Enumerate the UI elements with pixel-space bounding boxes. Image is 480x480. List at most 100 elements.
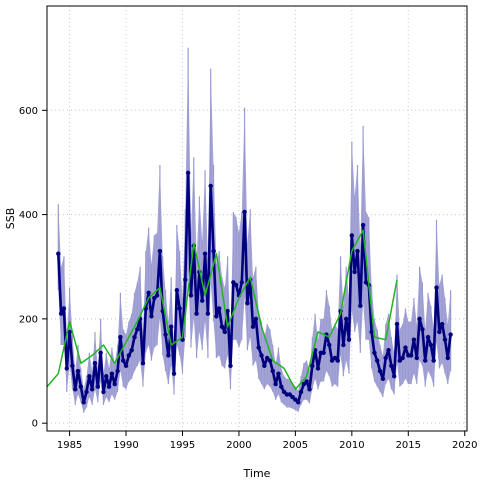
ssb-main-point <box>216 306 222 311</box>
ssb-main-point <box>307 387 312 392</box>
ssb-main-point <box>239 280 244 285</box>
ssb-main-point <box>369 329 374 335</box>
ssb-main-point <box>112 381 117 387</box>
ssb-main-point <box>417 316 422 322</box>
ssb-main-point <box>140 361 146 366</box>
x-tick-label-2015: 2015 <box>396 440 421 451</box>
ssb-main-point <box>104 374 109 379</box>
ssb-main-point <box>200 298 205 303</box>
ssb-main-point <box>81 400 86 405</box>
ssb-main-point <box>349 233 355 238</box>
y-axis-label: SSB <box>4 208 17 230</box>
ssb-main-point <box>439 321 445 327</box>
ssb-main-point <box>231 280 236 285</box>
ssb-main-point <box>448 332 453 337</box>
ssb-main-point <box>445 355 451 361</box>
ssb-main-point <box>332 355 338 361</box>
ssb-main-point <box>98 350 103 355</box>
ssb-main-point <box>185 170 191 176</box>
ssb-main-point <box>414 355 419 361</box>
ssb-main-point <box>397 358 403 363</box>
ssb-main-point <box>171 371 177 376</box>
ssb-main-point <box>408 353 414 358</box>
ssb-main-point <box>78 384 84 389</box>
x-axis-label: Time <box>243 467 271 480</box>
ssb-main-point <box>157 248 163 254</box>
ssb-main-point <box>225 308 230 314</box>
ssb-main-point <box>341 342 346 348</box>
ssb-main-point <box>123 363 129 369</box>
ssb-main-point <box>360 222 366 228</box>
ssb-main-point <box>194 311 199 316</box>
ssb-main-point <box>233 282 239 288</box>
axes: 1985 1990 1995 2000 2005 2010 2015 2020 0 200 400 6… <box>19 106 478 451</box>
ssb-main-point <box>202 251 208 256</box>
ssb-main-point <box>270 368 276 374</box>
ssb-main-point <box>115 368 120 374</box>
ssb-main-point <box>273 381 278 387</box>
ssb-main-point <box>222 329 228 335</box>
ssb-main-point <box>89 387 95 392</box>
ssb-main-point <box>321 350 326 355</box>
ssb-main-point <box>135 327 140 332</box>
ssb-main-point <box>377 368 383 374</box>
ssb-main-point <box>219 324 225 329</box>
ssb-main-point <box>290 394 295 400</box>
ssb-main-point <box>375 358 380 363</box>
ssb-main-point <box>177 306 182 311</box>
ssb-main-point <box>73 387 78 392</box>
ssb-main-point <box>327 342 332 348</box>
ssb-main-point <box>287 392 292 397</box>
ssb-main-point <box>58 311 64 316</box>
x-tick-label-2010: 2010 <box>339 440 364 451</box>
ssb-main-point <box>434 285 439 290</box>
x-tick-label-2020: 2020 <box>452 440 477 451</box>
ssb-main-point <box>188 293 194 298</box>
ssb-main-point <box>298 389 304 395</box>
ssb-main-point <box>253 316 259 322</box>
ssb-comparison-line <box>46 229 398 391</box>
ssb-main-point <box>411 337 417 342</box>
ssb-main-point <box>403 345 408 350</box>
ssb-main-point <box>423 358 428 363</box>
x-tick-label-1985: 1985 <box>57 440 82 451</box>
ssb-main-point <box>121 358 126 363</box>
x-tick-label-1990: 1990 <box>113 440 138 451</box>
x-tick-label-2000: 2000 <box>226 440 251 451</box>
ssb-main-point <box>152 295 157 301</box>
ssb-main-point <box>146 290 151 296</box>
ssb-main-point <box>301 381 307 387</box>
ssb-main-point <box>267 358 273 363</box>
ssb-main-point <box>163 332 168 337</box>
ssb-main-point <box>391 374 397 379</box>
ssb-main-point <box>84 389 89 395</box>
ssb-main-point <box>56 251 61 256</box>
ssb-main-point <box>61 306 67 311</box>
ssb-main-point <box>109 371 115 376</box>
series-lines <box>46 170 453 405</box>
ssb-main-point <box>264 355 270 361</box>
ssb-main-point <box>425 334 431 340</box>
ssb-main-point <box>386 347 391 353</box>
ssb-main-point <box>75 368 81 374</box>
ssb-main-point <box>95 384 101 389</box>
ssb-main-point <box>106 384 112 389</box>
y-tick-label-0: 0 <box>32 419 38 430</box>
ssb-main-point <box>296 400 301 405</box>
ssb-main-point <box>208 183 213 189</box>
ssb-main-point <box>87 374 92 379</box>
ssb-main-point <box>394 321 400 327</box>
ssb-main-point <box>118 334 123 340</box>
ssb-main-point <box>442 337 448 342</box>
ssb-main-point <box>149 314 154 319</box>
ssb-main-point <box>154 293 160 298</box>
ssb-main-point <box>205 311 211 316</box>
y-tick-label-400: 400 <box>19 210 38 221</box>
ssb-main-point <box>228 363 233 369</box>
ssb-main-point <box>92 361 98 366</box>
ssb-main-point <box>168 324 174 329</box>
ssb-main-point <box>242 209 247 215</box>
ssb-main-point <box>174 288 180 293</box>
ssb-main-point <box>126 353 132 358</box>
